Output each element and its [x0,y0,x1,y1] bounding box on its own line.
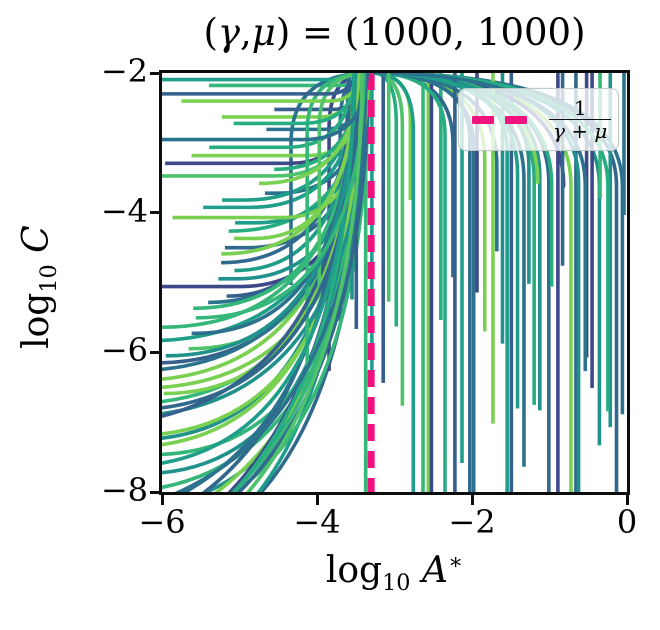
x-tick-label: 0 [616,503,638,541]
legend-dashed-line-sample [472,115,527,124]
legend-fraction-denominator: γ + μ [549,118,612,142]
y-tick-label: −8 [100,471,148,509]
title-mu-symbol: μ [251,10,276,54]
legend-dash-segment-2 [505,115,527,124]
ylabel-log: log [15,292,57,349]
ylabel-sub: 10 [36,264,63,293]
x-tick-mark [625,495,629,505]
title-gamma-symbol: γ [217,10,241,54]
y-tick-mark [150,211,160,215]
legend-box: 1 γ + μ [458,88,619,151]
legend-fraction-label: 1 γ + μ [549,95,612,142]
x-tick-label: −2 [448,503,496,541]
x-tick-label: −6 [138,503,186,541]
legend-fraction-numerator: 1 [573,95,587,120]
y-tick-label: −6 [100,331,148,370]
title-open: ( [203,10,218,54]
y-axis-label: log10 C [16,77,62,497]
y-tick-mark [150,490,160,494]
title-comma: , [240,10,252,54]
xlabel-sup: ∗ [447,549,464,575]
y-tick-label: −2 [100,52,148,90]
legend-dash-segment-1 [472,115,494,124]
x-tick-mark [470,495,474,505]
xlabel-sub: 10 [382,570,411,597]
y-tick-label: −4 [100,191,148,230]
x-tick-mark [160,495,164,505]
x-axis-label: log10 A∗ [162,549,627,596]
plot-title: (γ, μ) = (1000, 1000) [162,0,627,64]
xlabel-log: log [325,550,383,591]
y-tick-mark [150,71,160,75]
x-tick-mark [315,495,319,505]
y-tick-mark [150,350,160,354]
title-values: ) = (1000, 1000) [275,10,586,54]
x-tick-label: −4 [293,503,341,541]
ylabel-var: C [15,225,57,253]
xlabel-var: A [421,550,448,591]
